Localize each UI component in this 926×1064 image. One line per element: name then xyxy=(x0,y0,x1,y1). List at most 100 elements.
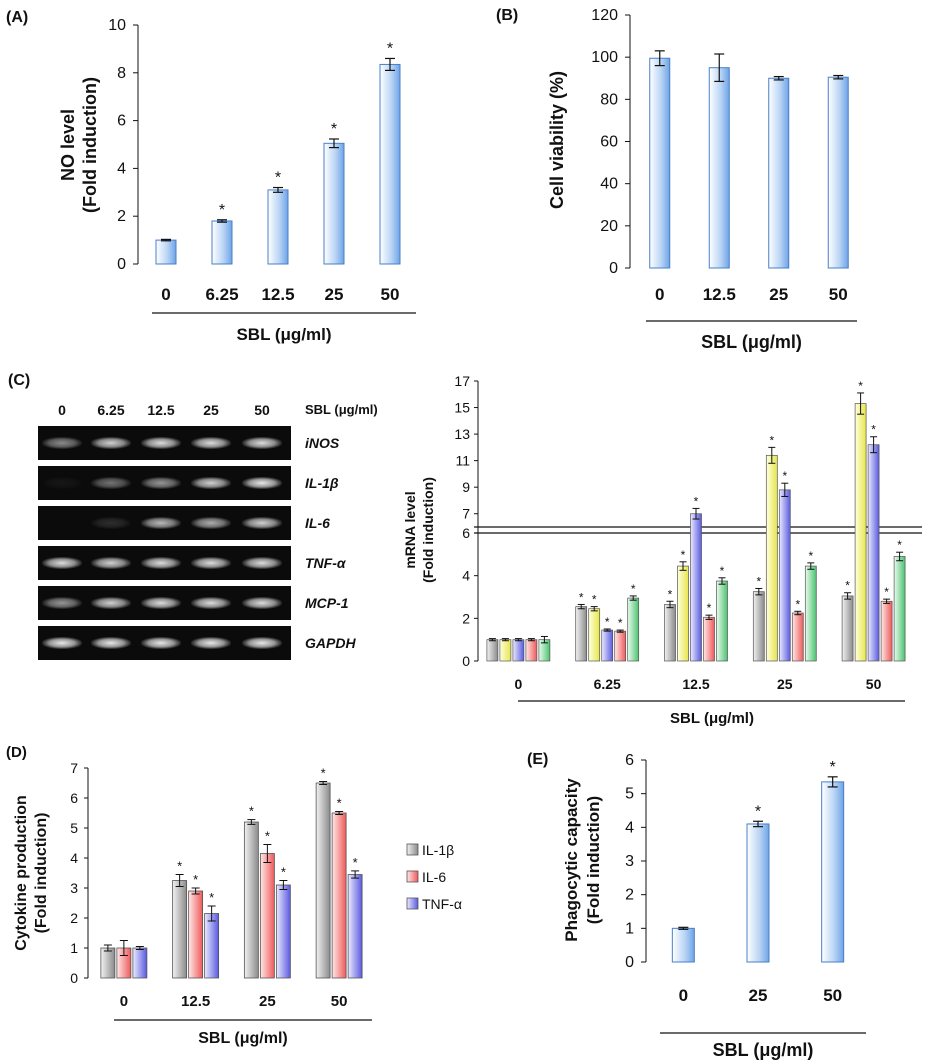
bar xyxy=(155,239,177,265)
chart-e: (E) 0 1 2 3 4 5 6 0 * 25 * 50 SBL (μg/ml) Phagocytic c… xyxy=(527,751,866,1060)
y-tick-label: 15 xyxy=(454,400,470,416)
x-category-label: 0 xyxy=(120,993,128,1010)
panel-label: (D) xyxy=(6,744,27,761)
y-tick-label: 11 xyxy=(455,453,470,469)
gel-band xyxy=(42,557,82,569)
chart-a: (A) 0 2 4 6 8 10 0 * 6.25 * 12.5 * 25 * 50 SBL (μg/ml) NO… xyxy=(6,9,416,344)
bar xyxy=(827,76,849,269)
bar xyxy=(867,444,880,662)
gel-band xyxy=(242,597,282,609)
gel-band xyxy=(141,517,181,529)
significance-marker: * xyxy=(193,872,198,887)
significance-marker: * xyxy=(249,804,254,819)
legend-label: IL-1β xyxy=(422,842,454,858)
x-axis-title: SBL (μg/ml) xyxy=(670,710,754,727)
y-tick-label: 2 xyxy=(462,610,470,626)
y-tick-label: 9 xyxy=(462,479,470,495)
panel-label: (A) xyxy=(6,9,28,26)
x-category-label: 0 xyxy=(515,676,523,692)
gel-header: SBL (μg/ml) xyxy=(305,402,378,417)
gel-row-gapdh xyxy=(38,626,291,660)
x-category-label: 50 xyxy=(866,676,882,692)
y-axis-title-line: Phagocytic capacity xyxy=(562,778,581,942)
y-axis-title: mRNA level (Fold induction) xyxy=(402,477,436,583)
y-tick-label: 5 xyxy=(625,786,634,803)
bar xyxy=(267,189,289,265)
y-tick-label: 4 xyxy=(462,568,470,584)
gel-band xyxy=(242,637,282,649)
significance-marker: * xyxy=(209,890,214,905)
significance-marker: * xyxy=(337,796,342,811)
gel-band xyxy=(191,517,231,529)
y-tick-label: 5 xyxy=(70,820,78,836)
gel-gene-label: MCP-1 xyxy=(305,595,349,611)
gel-band xyxy=(242,557,282,569)
gel-band xyxy=(91,477,131,489)
gel-band xyxy=(191,557,231,569)
y-tick-label: 2 xyxy=(70,910,78,926)
x-category-label: 50 xyxy=(823,986,842,1005)
x-category-label: 50 xyxy=(381,285,400,304)
significance-marker: * xyxy=(592,593,597,607)
gel-row-mcp-1 xyxy=(38,586,291,620)
x-category-label: 25 xyxy=(769,285,788,304)
bar xyxy=(614,630,627,662)
gel-panel: (C) SBL (μg/ml) 0 6.25 12.5 25 50 iNOS IL-1β I… xyxy=(0,370,420,680)
x-category-label: 6.25 xyxy=(594,676,621,692)
gel-band xyxy=(191,477,231,489)
x-category-label: 25 xyxy=(749,986,768,1005)
significance-marker: * xyxy=(681,548,686,562)
gel-band xyxy=(191,637,231,649)
chart-c-mrna: 0 2 4 6 7 9 11 13 15 17 0 * * * * * 6.25 * * * * * 12.5 * * * * * 25… xyxy=(402,373,922,727)
bar xyxy=(690,513,702,662)
y-tick-label: 4 xyxy=(70,850,78,866)
x-axis-title: SBL (μg/ml) xyxy=(713,1040,814,1060)
x-category-label: 25 xyxy=(325,285,344,304)
y-tick-label: 0 xyxy=(609,260,618,277)
x-category-label: 12.5 xyxy=(261,285,294,304)
bar xyxy=(315,782,331,979)
bar xyxy=(671,927,695,963)
y-tick-label: 13 xyxy=(454,426,470,442)
y-axis-title-line: (Fold induction) xyxy=(80,77,100,213)
y-axis-title: NO level (Fold induction) xyxy=(58,77,100,213)
gel-row-il-1- xyxy=(38,466,291,500)
legend-swatch xyxy=(406,897,419,910)
y-axis-title: Phagocytic capacity (Fold induction) xyxy=(562,778,603,942)
bar xyxy=(746,823,770,963)
y-tick-label: 0 xyxy=(462,653,470,669)
y-tick-label: 3 xyxy=(70,880,78,896)
bar xyxy=(243,821,259,979)
y-axis-title: Cell viability (%) xyxy=(547,71,567,209)
significance-marker: * xyxy=(707,601,712,615)
y-axis-title: Cytokine production (Fold induction) xyxy=(13,795,50,951)
y-tick-label: 6 xyxy=(70,790,78,806)
bar xyxy=(323,142,345,265)
bar xyxy=(708,67,730,269)
gel-lane-label: 12.5 xyxy=(147,402,175,418)
x-axis-title: SBL (μg/ml) xyxy=(236,325,331,344)
significance-marker: * xyxy=(782,469,787,483)
significance-marker: * xyxy=(281,865,286,880)
bar xyxy=(649,57,671,269)
significance-marker: * xyxy=(631,582,636,596)
bar xyxy=(512,639,525,662)
gel-row-tnf- xyxy=(38,546,291,580)
bar xyxy=(347,874,363,979)
y-tick-label: 6 xyxy=(625,752,634,769)
gel-row-inos xyxy=(38,426,291,460)
x-axis-title: SBL (μg/ml) xyxy=(701,332,802,352)
bar xyxy=(499,639,512,662)
legend-swatch xyxy=(406,843,419,856)
bar xyxy=(893,556,906,662)
bar xyxy=(486,639,499,662)
x-category-label: 12.5 xyxy=(703,285,736,304)
y-axis-title-line: mRNA level xyxy=(402,491,418,568)
y-axis-title-line: NO level xyxy=(58,109,78,181)
y-tick-label: 8 xyxy=(117,65,126,82)
bar xyxy=(791,612,804,662)
y-axis-title-line: (Fold induction) xyxy=(584,796,603,924)
bar xyxy=(716,580,728,662)
y-tick-label: 100 xyxy=(591,49,618,66)
